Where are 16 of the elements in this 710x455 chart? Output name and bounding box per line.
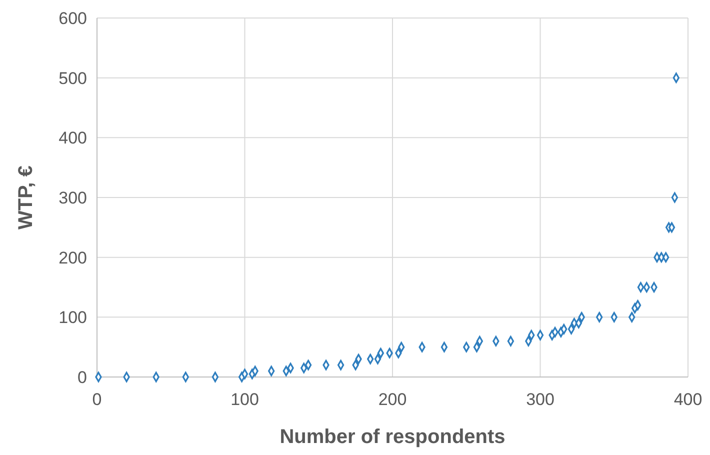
point	[634, 300, 642, 310]
y-tick-label: 300	[58, 188, 87, 208]
x-tick-label: 0	[92, 390, 102, 409]
x-tick-label: 300	[526, 390, 554, 409]
y-tick-label: 200	[58, 248, 87, 268]
x-tick-label: 100	[230, 390, 259, 409]
y-tick-label: 0	[78, 368, 87, 387]
y-tick-label: 500	[58, 68, 87, 88]
y-tick-label: 100	[58, 308, 87, 328]
point	[637, 282, 644, 292]
y-tick-label: 400	[58, 128, 87, 148]
x-tick-label: 400	[674, 390, 702, 409]
x-axis-title: Number of respondents	[280, 426, 506, 448]
y-axis-title: WTP, €	[15, 165, 37, 230]
x-tick-label: 200	[378, 390, 407, 409]
y-tick-label: 600	[58, 8, 87, 28]
